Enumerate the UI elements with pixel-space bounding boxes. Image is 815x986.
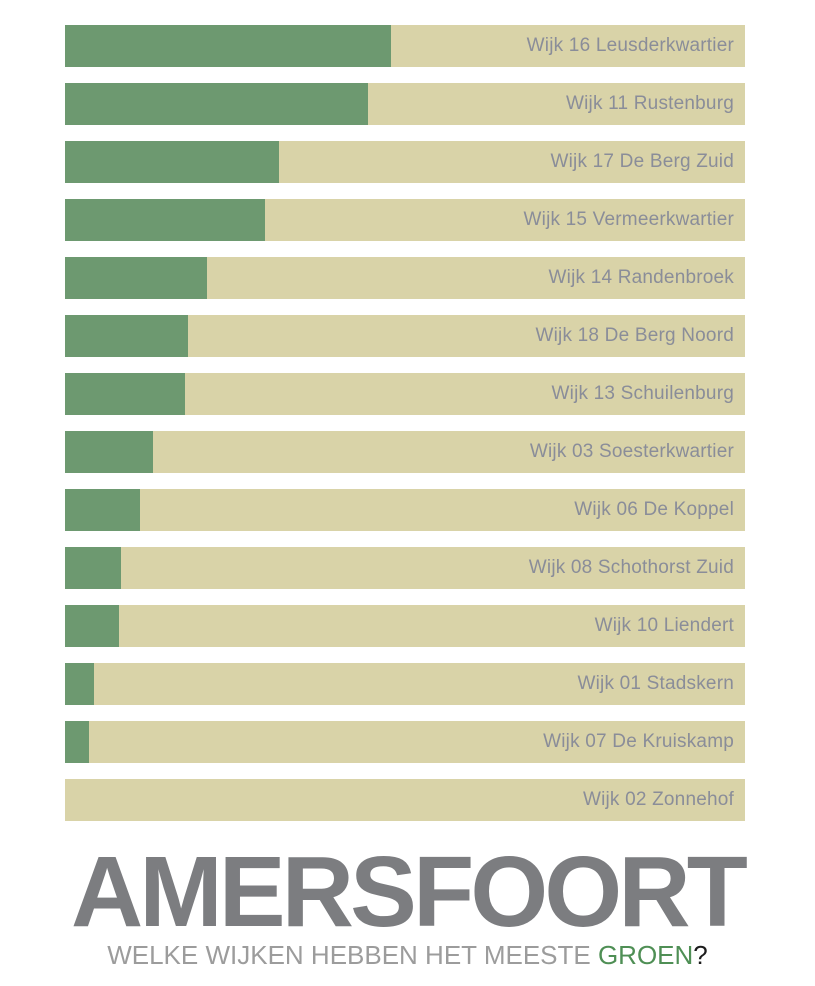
bar-green-fill <box>65 141 279 183</box>
bar-chart: Wijk 16 Leusderkwartier Wijk 11 Rustenbu… <box>65 25 745 837</box>
bar-label: Wijk 15 Vermeerkwartier <box>523 209 734 230</box>
bar-row: Wijk 17 De Berg Zuid <box>65 141 745 183</box>
bar-row: Wijk 18 De Berg Noord <box>65 315 745 357</box>
bar-row: Wijk 15 Vermeerkwartier <box>65 199 745 241</box>
bar-green-fill <box>65 373 186 415</box>
bar-label: Wijk 16 Leusderkwartier <box>526 35 734 56</box>
bar-label: Wijk 02 Zonnehof <box>582 789 734 810</box>
bar-green-fill <box>65 663 94 705</box>
bar-row: Wijk 01 Stadskern <box>65 663 745 705</box>
bar-green-fill <box>65 605 119 647</box>
bar-label: Wijk 08 Schothorst Zuid <box>528 557 734 578</box>
page-title: AMERSFOORT <box>70 836 748 948</box>
bar-row: Wijk 06 De Koppel <box>65 489 745 531</box>
bar-green-fill <box>65 25 391 67</box>
bar-label: Wijk 17 De Berg Zuid <box>550 151 734 172</box>
bar-row: Wijk 08 Schothorst Zuid <box>65 547 745 589</box>
bar-green-fill <box>65 315 189 357</box>
bar-label: Wijk 13 Schuilenburg <box>551 383 734 404</box>
bar-row: Wijk 11 Rustenburg <box>65 83 745 125</box>
bar-row: Wijk 13 Schuilenburg <box>65 373 745 415</box>
bar-label: Wijk 06 De Koppel <box>574 499 734 520</box>
bar-green-fill <box>65 547 122 589</box>
bar-green-fill <box>65 257 208 299</box>
subtitle-question-mark: ? <box>693 940 708 970</box>
bar-green-fill <box>65 199 265 241</box>
bar-label: Wijk 03 Soesterkwartier <box>529 441 734 462</box>
subtitle: WELKE WIJKEN HEBBEN HET MEESTE GROEN? <box>0 942 815 968</box>
bar-row: Wijk 16 Leusderkwartier <box>65 25 745 67</box>
bar-green-fill <box>65 489 140 531</box>
bar-row: Wijk 07 De Kruiskamp <box>65 721 745 763</box>
bar-label: Wijk 07 De Kruiskamp <box>543 731 734 752</box>
subtitle-text: WELKE WIJKEN HEBBEN HET MEESTE <box>107 940 598 970</box>
bar-label: Wijk 11 Rustenburg <box>566 93 734 114</box>
bar-row: Wijk 10 Liendert <box>65 605 745 647</box>
bar-row: Wijk 02 Zonnehof <box>65 779 745 821</box>
bar-label: Wijk 01 Stadskern <box>577 673 734 694</box>
bar-row: Wijk 14 Randenbroek <box>65 257 745 299</box>
subtitle-highlight: GROEN <box>597 940 694 970</box>
bar-label: Wijk 18 De Berg Noord <box>535 325 734 346</box>
bar-green-fill <box>65 721 90 763</box>
bar-green-fill <box>65 83 368 125</box>
bar-row: Wijk 03 Soesterkwartier <box>65 431 745 473</box>
bar-label: Wijk 10 Liendert <box>594 615 734 636</box>
bar-green-fill <box>65 431 153 473</box>
bar-label: Wijk 14 Randenbroek <box>548 267 734 288</box>
